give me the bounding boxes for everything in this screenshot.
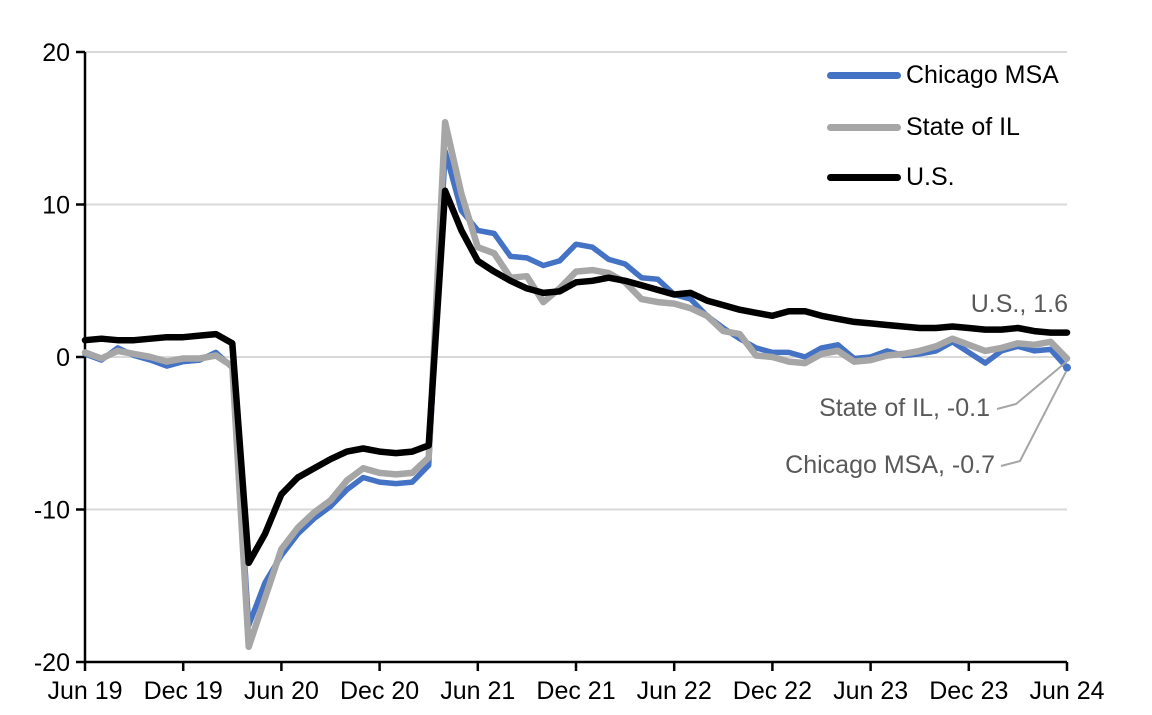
legend-label-chicago-msa: Chicago MSA — [906, 61, 1059, 89]
annotation-leader-chicago-msa — [1000, 371, 1067, 467]
series-line-u-s — [81, 187, 1071, 567]
legend-item-chicago-msa: Chicago MSA — [827, 62, 1059, 88]
x-tick-label: Jun 20 — [244, 677, 319, 705]
x-tick-label: Jun 22 — [637, 677, 712, 705]
legend-swatch-chicago-msa — [827, 71, 901, 79]
x-tick-label: Jun 24 — [1029, 677, 1104, 705]
series-line-state-of-il — [81, 118, 1071, 651]
legend-label-us: U.S. — [906, 163, 955, 191]
x-tick-label: Dec 19 — [144, 677, 223, 705]
y-tick-label-0: 0 — [56, 344, 70, 372]
x-tick-label: Dec 22 — [733, 677, 812, 705]
x-tick-label: Dec 21 — [536, 677, 615, 705]
x-tick-label: Dec 23 — [929, 677, 1008, 705]
y-tick-label-10: 10 — [42, 192, 70, 220]
annotation-us: U.S., 1.6 — [970, 290, 1068, 318]
x-tick-label: Dec 20 — [340, 677, 419, 705]
chicago-msa-end-dot — [1063, 363, 1071, 372]
x-tick-label: Jun 21 — [440, 677, 515, 705]
legend-swatch-us — [827, 173, 901, 181]
annotation-state-of-il: State of IL, -0.1 — [819, 394, 990, 422]
y-tick-label--10: -10 — [34, 497, 70, 525]
legend-swatch-state-of-il — [827, 123, 901, 131]
y-tick-label-20: 20 — [42, 39, 70, 67]
x-tick-label: Jun 23 — [833, 677, 908, 705]
annotation-chicago-msa: Chicago MSA, -0.7 — [785, 451, 995, 479]
annotation-leader-state-of-il — [996, 359, 1069, 410]
x-tick-label: Jun 19 — [47, 677, 122, 705]
legend-item-us: U.S. — [827, 164, 955, 190]
legend-item-state-of-il: State of IL — [827, 114, 1020, 140]
legend-label-state-of-il: State of IL — [906, 113, 1020, 141]
y-tick-label--20: -20 — [34, 649, 70, 677]
